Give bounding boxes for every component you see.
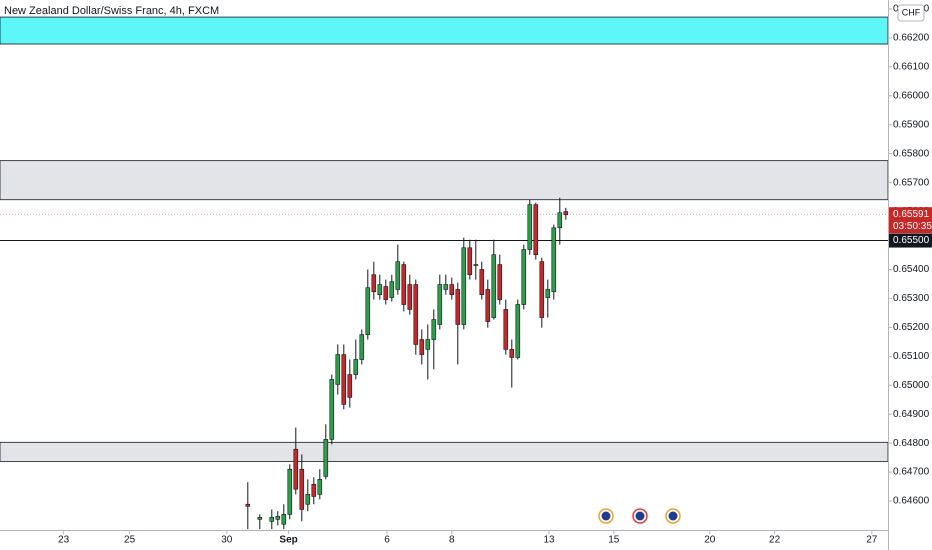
- candle-body: [479, 269, 485, 295]
- candle-body: [269, 516, 275, 522]
- x-tick-label: 15: [608, 535, 620, 546]
- candle-body: [281, 514, 287, 525]
- candle-body: [395, 261, 401, 290]
- candle-body: [419, 339, 425, 355]
- candle-body: [329, 379, 335, 440]
- y-tick-label: 0.64900: [893, 409, 930, 420]
- candle-body: [473, 264, 479, 266]
- candle-body: [425, 339, 431, 350]
- candle-body: [407, 284, 413, 310]
- candle-body: [335, 354, 341, 385]
- candle-body: [491, 254, 497, 318]
- candle-body: [431, 319, 437, 340]
- y-tick-label: 0.65000: [893, 380, 930, 391]
- candle-body: [293, 448, 299, 490]
- level-label: 0.65500: [893, 235, 930, 246]
- candle-body: [455, 289, 461, 325]
- candle-body: [467, 247, 473, 275]
- x-tick-label: 20: [704, 535, 716, 546]
- zone: [0, 16, 889, 45]
- x-tick-label: 27: [866, 535, 878, 546]
- candle-body: [275, 516, 281, 520]
- candle-body: [245, 503, 251, 507]
- candle-body: [449, 284, 455, 295]
- candle-body: [353, 359, 359, 375]
- x-tick-label: 6: [384, 535, 390, 546]
- y-tick-label: 0.66200: [893, 33, 930, 44]
- candle-body: [257, 516, 263, 520]
- level-badge: [889, 233, 932, 248]
- candle-body: [533, 204, 539, 256]
- candle-body: [311, 483, 317, 497]
- candle-body: [323, 439, 329, 477]
- x-tick-label: 25: [124, 535, 136, 546]
- candle-body: [509, 349, 515, 358]
- candle-body: [365, 287, 371, 335]
- candle-body: [521, 249, 527, 305]
- candle-body: [437, 284, 443, 325]
- x-tick-label: 13: [543, 535, 555, 546]
- y-tick-label: 0.65300: [893, 293, 930, 304]
- candle-body: [539, 261, 545, 318]
- candle-body: [287, 468, 293, 515]
- y-tick-label: 0.65700: [893, 177, 930, 188]
- candle-body: [359, 334, 365, 360]
- candle-body: [389, 281, 395, 298]
- candle-body: [413, 284, 419, 345]
- last-price-label: 0.65591: [893, 209, 930, 220]
- candle-body: [497, 264, 503, 300]
- y-tick-label: 0.65800: [893, 148, 930, 159]
- x-tick-label: 30: [221, 535, 233, 546]
- candle-body: [299, 468, 305, 510]
- zone: [0, 441, 889, 462]
- event-flag: [601, 511, 611, 521]
- y-tick-label: 0.65200: [893, 322, 930, 333]
- y-tick-label: 0.65400: [893, 264, 930, 275]
- candle-body: [545, 289, 551, 298]
- candle-body: [305, 494, 311, 505]
- event-flag: [635, 511, 645, 521]
- candle-body: [461, 247, 467, 325]
- x-tick-label: 8: [449, 535, 455, 546]
- candle-body: [527, 204, 533, 250]
- candle-body: [347, 374, 353, 398]
- candle-body: [443, 284, 449, 290]
- y-tick-label: 0.64800: [893, 438, 930, 449]
- event-icons: [598, 508, 681, 524]
- y-tick-label: 0.66000: [893, 90, 930, 101]
- currency-label: CHF: [902, 7, 921, 17]
- x-tick-label: 22: [769, 535, 781, 546]
- currency-badge: [897, 4, 925, 22]
- x-tick-label: Sep: [279, 535, 297, 546]
- candle-body: [341, 354, 347, 405]
- candle-body: [503, 309, 509, 350]
- y-tick-label: 0.64700: [893, 467, 930, 478]
- candle-body: [485, 289, 491, 322]
- candle-body: [563, 211, 569, 216]
- candle-body: [551, 227, 557, 293]
- chart-title: New Zealand Dollar/Swiss Franc, 4h, FXCM: [4, 5, 219, 17]
- y-tick-label: 0.65100: [893, 351, 930, 362]
- x-tick-label: 23: [58, 535, 70, 546]
- countdown-label: 03:50:35: [893, 221, 932, 232]
- candle-body: [317, 479, 323, 495]
- candle-body: [557, 212, 563, 229]
- candle-body: [371, 274, 377, 293]
- candle-body: [383, 286, 389, 300]
- plot-area: [0, 16, 889, 530]
- last-price-badge: [889, 207, 932, 234]
- event-flag: [668, 511, 678, 521]
- y-tick-label: 0.66100: [893, 62, 930, 73]
- candle-body: [515, 304, 521, 358]
- candle-body: [401, 264, 407, 305]
- zone: [0, 160, 889, 201]
- y-tick-label: 0.65900: [893, 119, 930, 130]
- candle-body: [377, 284, 383, 295]
- y-tick-label: 0.64600: [893, 496, 930, 507]
